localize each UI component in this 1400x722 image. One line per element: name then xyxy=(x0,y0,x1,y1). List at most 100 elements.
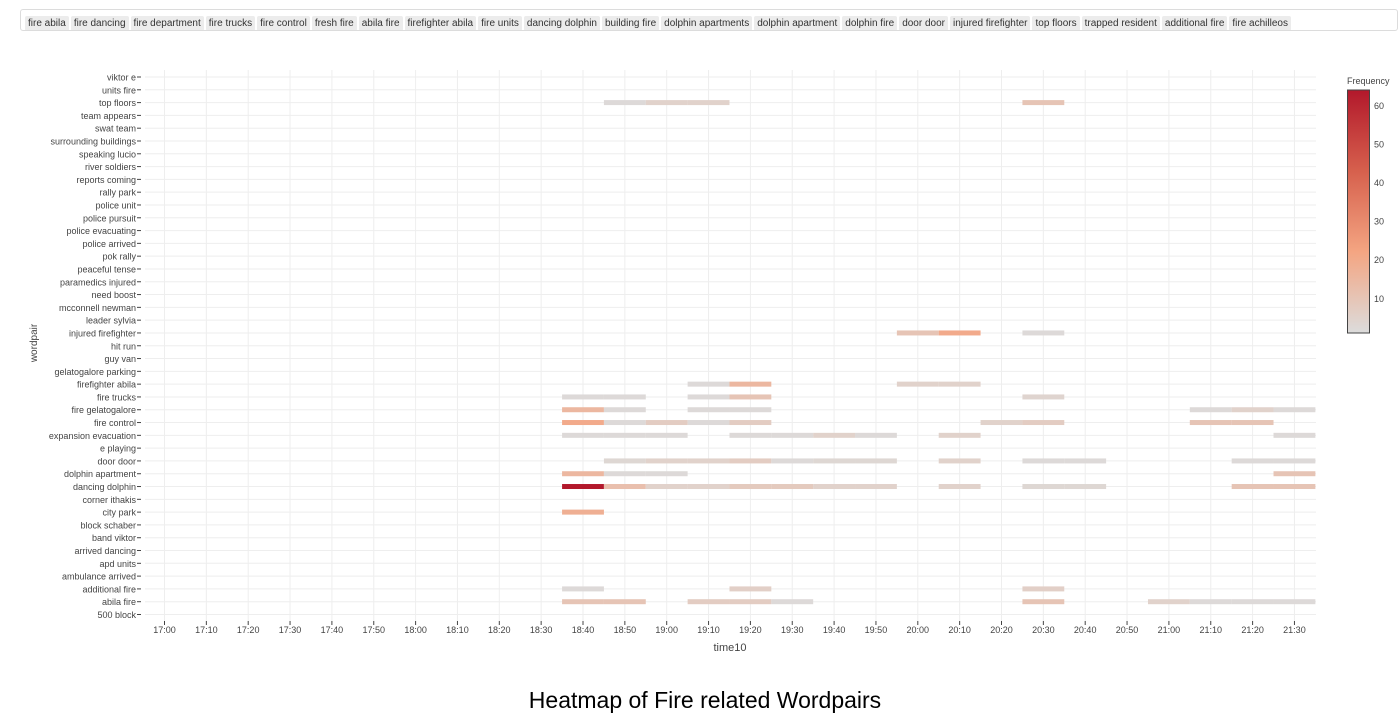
heatmap-cell xyxy=(603,484,646,490)
y-tick-label: fire gelatogalore xyxy=(71,405,136,415)
heatmap-cell xyxy=(562,394,604,400)
heatmap-cell xyxy=(1022,599,1065,605)
y-axis-label: wordpair xyxy=(29,323,40,363)
y-tick-label: leader sylvia xyxy=(86,316,136,326)
x-tick-label: 18:30 xyxy=(530,625,553,635)
filter-tag[interactable]: door door xyxy=(899,16,948,30)
heatmap-cell xyxy=(1189,599,1232,605)
x-tick-label: 18:20 xyxy=(488,625,511,635)
x-tick-label: 18:00 xyxy=(404,625,427,635)
filter-tag[interactable]: abila fire xyxy=(358,16,403,30)
y-tick-label: top floors xyxy=(99,98,137,108)
filter-tag[interactable]: fresh fire xyxy=(311,16,357,30)
heatmap-cell xyxy=(855,432,897,438)
filter-tag[interactable]: fire department xyxy=(130,16,204,30)
filter-tag[interactable]: fire achilleos xyxy=(1229,16,1291,30)
heatmap-cell xyxy=(687,100,730,106)
heatmap-cell xyxy=(1273,432,1316,438)
heatmap-cell xyxy=(1022,586,1065,592)
heatmap-cell xyxy=(687,407,730,413)
colorbar xyxy=(1347,89,1370,334)
heatmap-cell xyxy=(729,420,772,426)
y-tick-label: band viktor xyxy=(92,533,136,543)
y-tick-label: speaking lucio xyxy=(79,149,136,159)
colorbar-tick-label: 60 xyxy=(1374,101,1384,111)
heatmap-cell xyxy=(938,381,981,387)
heatmap-cell xyxy=(562,407,604,413)
x-tick-label: 21:20 xyxy=(1241,625,1264,635)
heatmap-cells xyxy=(562,100,1316,605)
heatmap-cell xyxy=(1273,599,1316,605)
y-tick-label: mcconnell newman xyxy=(59,303,136,313)
heatmap-cell xyxy=(1231,484,1274,490)
heatmap-cell xyxy=(813,484,856,490)
y-tick-label: police pursuit xyxy=(83,213,137,223)
filter-tag[interactable]: dolphin apartment xyxy=(754,16,841,30)
heatmap-cell xyxy=(1022,458,1065,464)
grid-lines xyxy=(145,70,1316,621)
heatmap-cell xyxy=(603,407,646,413)
x-tick-label: 19:00 xyxy=(655,625,678,635)
colorbar-tick-label: 50 xyxy=(1374,140,1384,150)
heatmap-cell xyxy=(729,458,772,464)
filter-tag[interactable]: top floors xyxy=(1032,16,1080,30)
x-tick-label: 17:10 xyxy=(195,625,218,635)
filter-tag[interactable]: building fire xyxy=(601,16,660,30)
heatmap-cell xyxy=(687,420,730,426)
heatmap-cell xyxy=(855,458,897,464)
x-tick-label: 17:30 xyxy=(279,625,302,635)
heatmap-cell xyxy=(645,432,688,438)
x-tick-label: 19:50 xyxy=(865,625,888,635)
heatmap-cell xyxy=(603,100,646,106)
wordpair-filter-bar[interactable]: fire abila fire dancing fire department fir… xyxy=(20,9,1398,31)
filter-tag[interactable]: dolphin fire xyxy=(842,16,898,30)
heatmap-cell xyxy=(729,381,772,387)
heatmap-cell xyxy=(687,458,730,464)
heatmap-cell xyxy=(645,484,688,490)
filter-tag[interactable]: fire abila xyxy=(25,16,69,30)
x-tick-label: 18:50 xyxy=(614,625,637,635)
x-tick-label: 20:20 xyxy=(990,625,1013,635)
y-axis-ticks: 500 block abila fire additional fire ambula… xyxy=(49,73,141,620)
heatmap-cell xyxy=(729,394,772,400)
filter-tag[interactable]: injured firefighter xyxy=(950,16,1031,30)
heatmap-cell xyxy=(645,458,688,464)
filter-tag[interactable]: dancing dolphin xyxy=(523,16,600,30)
filter-tag[interactable]: trapped resident xyxy=(1081,16,1160,30)
heatmap-cell xyxy=(771,432,814,438)
heatmap-cell xyxy=(562,484,604,490)
filter-tag[interactable]: fire trucks xyxy=(205,16,256,30)
heatmap-cell xyxy=(938,458,981,464)
filter-tag[interactable]: fire control xyxy=(257,16,310,30)
filter-tag[interactable]: dolphin apartments xyxy=(661,16,753,30)
x-tick-label: 18:40 xyxy=(572,625,595,635)
heatmap-cell xyxy=(938,330,981,336)
filter-tag[interactable]: fire dancing xyxy=(70,16,129,30)
y-tick-label: arrived dancing xyxy=(74,546,136,556)
heatmap-cell xyxy=(1147,599,1190,605)
filter-tag[interactable]: firefighter abila xyxy=(404,16,477,30)
heatmap-cell xyxy=(562,586,604,592)
filter-tag[interactable]: fire units xyxy=(478,16,522,30)
heatmap-cell xyxy=(729,586,772,592)
y-tick-label: peaceful tense xyxy=(77,264,136,274)
y-tick-label: injured firefighter xyxy=(69,328,136,338)
heatmap-cell xyxy=(645,100,688,106)
heatmap-cell xyxy=(562,471,604,477)
heatmap-cell xyxy=(1022,420,1065,426)
heatmap-cell xyxy=(687,484,730,490)
heatmap-cell xyxy=(771,458,814,464)
x-tick-label: 17:50 xyxy=(362,625,385,635)
heatmap-cell xyxy=(1064,458,1107,464)
y-tick-label: gelatogalore parking xyxy=(54,367,136,377)
heatmap-cell xyxy=(771,599,814,605)
heatmap-cell xyxy=(645,471,688,477)
heatmap-cell xyxy=(729,599,772,605)
heatmap-cell xyxy=(687,381,730,387)
heatmap-cell xyxy=(729,484,772,490)
filter-tag[interactable]: additional fire xyxy=(1161,16,1228,30)
y-tick-label: need boost xyxy=(91,290,136,300)
x-axis-ticks: 17:00 17:10 17:20 17:30 17:40 17:50 18:00 18:10… xyxy=(153,621,1306,635)
y-tick-label: block schaber xyxy=(80,520,136,530)
y-tick-label: surrounding buildings xyxy=(50,136,136,146)
